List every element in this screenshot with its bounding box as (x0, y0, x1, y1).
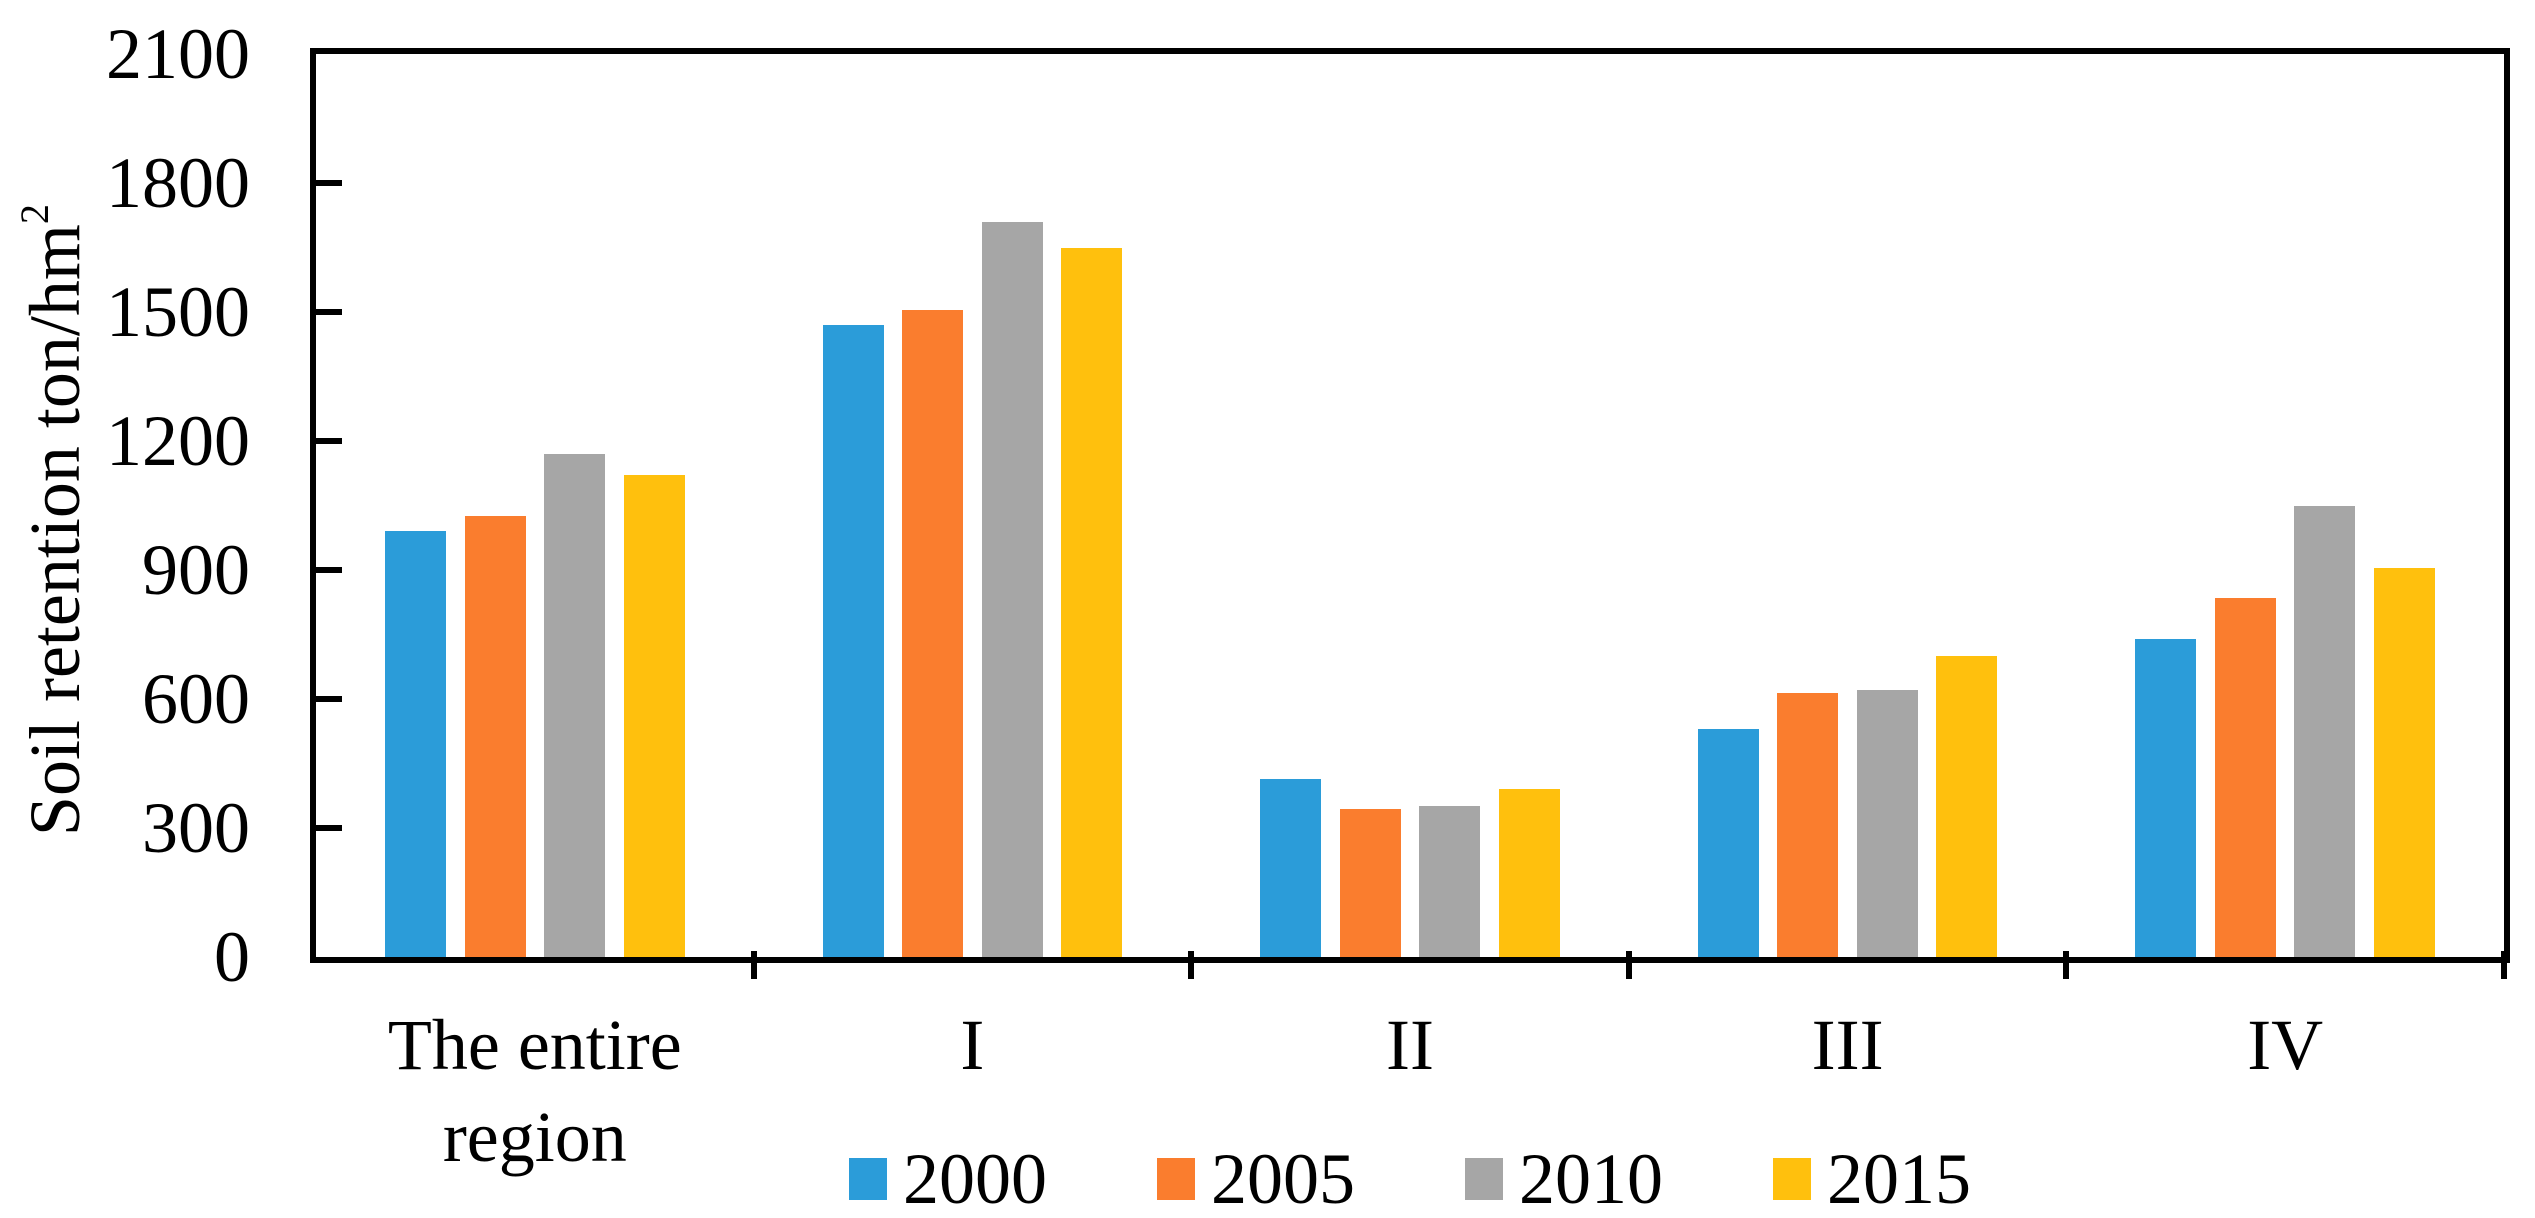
y-tick-label-1500: 1500 (106, 272, 250, 352)
bar-2010-category-5 (2294, 505, 2356, 957)
legend-item-2015: 2015 (1773, 1143, 1971, 1215)
x-boundary-tick-4 (2063, 951, 2070, 979)
legend-swatch-2000 (849, 1158, 887, 1200)
bar-2005-category-2 (902, 309, 964, 957)
x-category-label-1: The entire region (387, 1005, 682, 1177)
y-tick-label-900: 900 (142, 530, 250, 610)
y-tick-mark-1800 (316, 180, 342, 186)
bar-2000-category-2 (822, 324, 884, 957)
plot-area (310, 48, 2510, 979)
bar-2005-category-5 (2214, 597, 2276, 957)
y-tick-mark-900 (316, 567, 342, 573)
x-boundary-tick-2 (1188, 951, 1195, 979)
legend-swatch-2005 (1157, 1158, 1195, 1200)
legend: 2000 2005 2010 2015 (310, 1143, 2510, 1215)
y-axis-tick-labels: 0 300 600 900 1200 1500 1800 2100 (0, 0, 250, 1218)
bar-2005-category-4 (1777, 692, 1839, 957)
legend-swatch-2015 (1773, 1158, 1811, 1200)
bar-2005-category-1 (464, 516, 526, 957)
x-category-label-4: III (1811, 1005, 1884, 1085)
y-tick-label-0: 0 (214, 917, 250, 997)
x-boundary-tick-3 (1625, 951, 1632, 979)
x-category-label-5: IV (2247, 1005, 2324, 1085)
legend-label-2010: 2010 (1519, 1139, 1663, 1218)
x-category-label-3: II (1386, 1005, 1434, 1085)
bar-2015-category-2 (1061, 247, 1123, 957)
bar-2000-category-5 (2135, 638, 2197, 957)
bar-2010-category-4 (1856, 690, 1918, 957)
bar-2015-category-4 (1936, 656, 1998, 957)
bar-2005-category-3 (1339, 808, 1401, 957)
y-tick-label-1800: 1800 (106, 143, 250, 223)
y-tick-label-300: 300 (142, 788, 250, 868)
bar-2015-category-1 (623, 475, 685, 957)
x-boundary-tick-1 (750, 951, 757, 979)
legend-label-2000: 2000 (903, 1139, 1047, 1218)
y-tick-label-1200: 1200 (106, 401, 250, 481)
bar-2015-category-3 (1498, 789, 1560, 957)
x-boundary-tick-5 (2501, 951, 2507, 979)
y-tick-mark-1200 (316, 438, 342, 444)
x-category-label-2: I (960, 1005, 985, 1085)
y-tick-mark-1500 (316, 309, 342, 315)
y-tick-mark-300 (316, 825, 342, 831)
legend-item-2000: 2000 (849, 1143, 1047, 1215)
bar-2000-category-1 (385, 531, 447, 957)
legend-label-2015: 2015 (1827, 1139, 1971, 1218)
y-tick-mark-600 (316, 696, 342, 702)
bar-2000-category-4 (1697, 729, 1759, 957)
y-tick-label-600: 600 (142, 659, 250, 739)
bar-2000-category-3 (1260, 778, 1322, 957)
legend-item-2010: 2010 (1465, 1143, 1663, 1215)
bar-2010-category-2 (981, 221, 1043, 957)
bar-2015-category-5 (2373, 567, 2435, 957)
y-tick-label-2100: 2100 (106, 14, 250, 94)
legend-swatch-2010 (1465, 1158, 1503, 1200)
legend-label-2005: 2005 (1211, 1139, 1355, 1218)
legend-item-2005: 2005 (1157, 1143, 1355, 1215)
bar-2010-category-1 (544, 453, 606, 957)
bar-2010-category-3 (1419, 805, 1481, 957)
